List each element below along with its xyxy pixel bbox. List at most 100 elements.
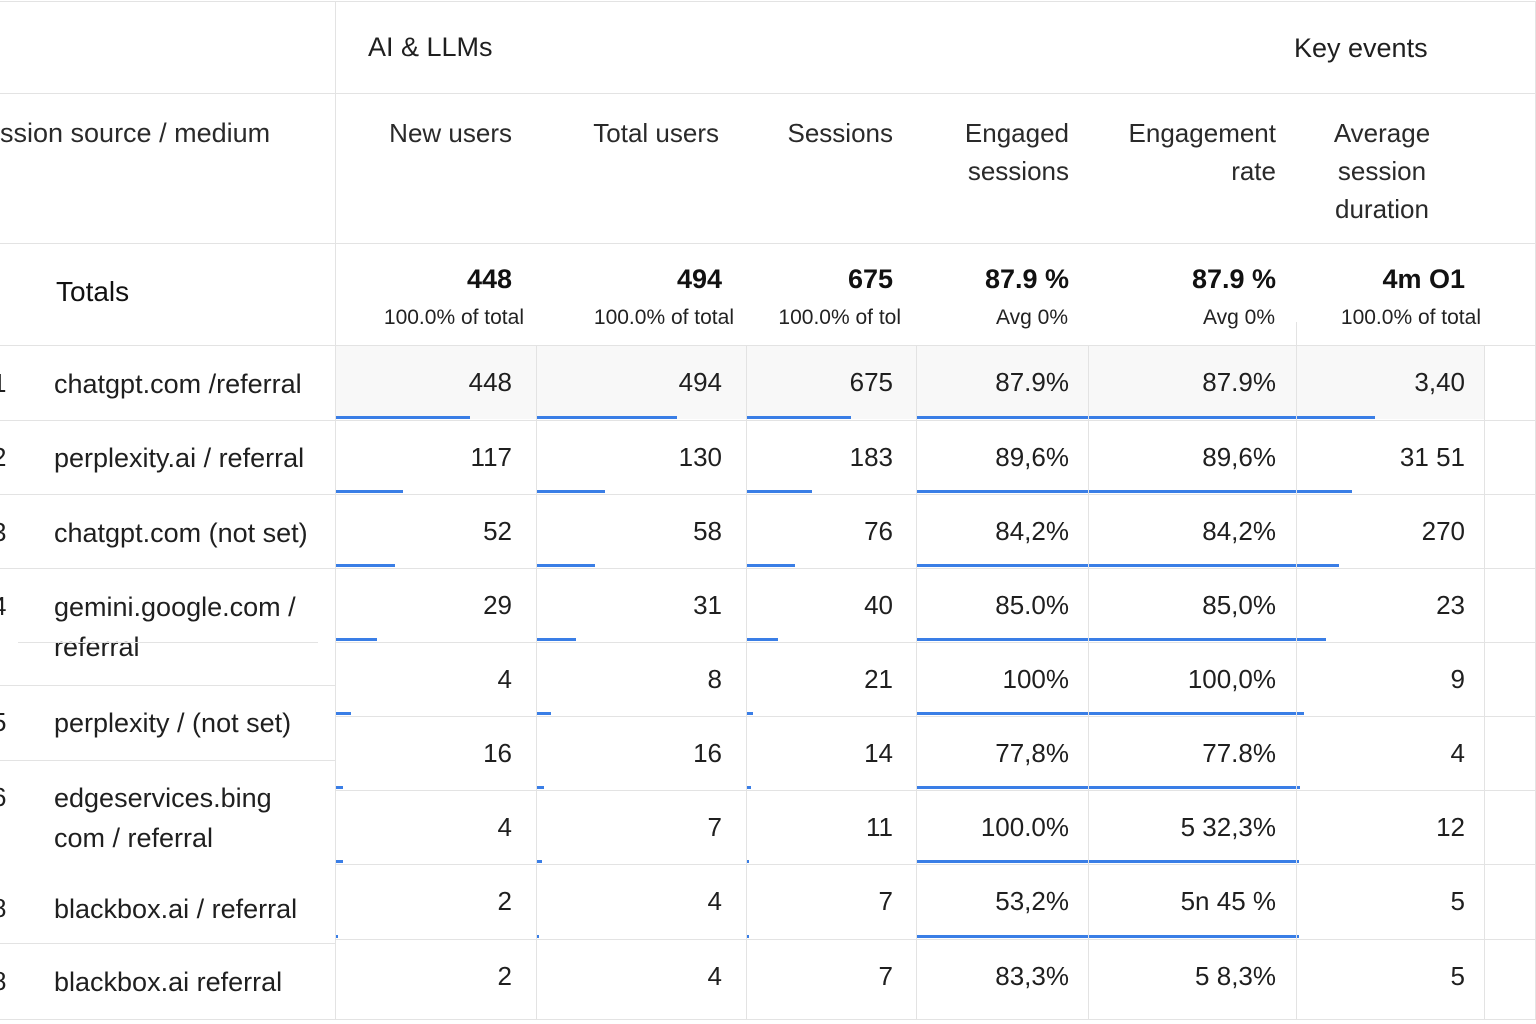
dimension-row-divider — [0, 685, 335, 686]
rank-number: 3 — [0, 517, 6, 548]
cell-total-users: 58 — [693, 516, 722, 546]
cell-total-users: 31 — [693, 590, 722, 620]
cell-total-users: 8 — [707, 664, 722, 694]
bar-engaged-sessions — [916, 490, 1088, 493]
cell-sessions: 14 — [864, 738, 893, 768]
cell-avg-session-duration: 9 — [1450, 664, 1465, 694]
row-divider — [336, 864, 1536, 865]
column-header-sessions[interactable]: Sessions — [787, 118, 894, 148]
dimension-label[interactable]: perplexity.ai / referral — [54, 443, 305, 473]
cell-sessions: 40 — [864, 590, 893, 620]
column-header-session-source-medium[interactable]: ssion source / medium — [0, 118, 271, 148]
cell-total-users: 130 — [678, 442, 722, 472]
bar-total-users — [537, 935, 539, 938]
group-header-ai-llms: AI & LLMs — [368, 32, 493, 62]
cell-avg-session-duration: 270 — [1421, 516, 1465, 546]
totals-avg-session-duration-sub: 100.0% of total — [1340, 306, 1481, 329]
rank-number: 8 — [0, 893, 6, 924]
table-top-border — [0, 1, 1536, 2]
cell-new-users: 2 — [497, 886, 512, 916]
bar-avg-session-duration — [1296, 860, 1299, 863]
cell-avg-session-duration: 4 — [1450, 738, 1465, 768]
dimension-label[interactable]: perplexity / (not set) — [54, 708, 292, 738]
cell-new-users: 2 — [497, 961, 512, 991]
bar-new-users — [335, 860, 343, 863]
bar-total-users — [536, 786, 544, 789]
cell-engaged-sessions: 100.0% — [980, 812, 1069, 842]
column-divider — [1484, 346, 1485, 1019]
dimension-label[interactable]: chatgpt.com /referral — [54, 369, 302, 399]
dimension-label[interactable]: blackbox.ai / referral — [54, 894, 298, 924]
group-header-key-events: Key events — [1294, 33, 1428, 63]
cell-sessions: 21 — [864, 664, 893, 694]
totals-new-users-sub: 100.0% of total — [383, 306, 524, 329]
totals-label: Totals — [56, 276, 130, 307]
bar-new-users — [335, 416, 470, 419]
column-divider — [1088, 346, 1089, 1019]
bar-total-users — [536, 416, 677, 419]
column-divider — [536, 346, 537, 1019]
header-bottom-border — [0, 243, 1536, 244]
dimension-label[interactable]: gemini.google.com / — [54, 592, 296, 622]
bar-avg-session-duration — [1296, 638, 1326, 641]
bar-sessions — [746, 638, 778, 641]
bar-engaged-sessions — [916, 860, 1088, 863]
rank-number: 1 — [0, 368, 6, 399]
dimension-label[interactable]: chatgpt.com (not set) — [54, 518, 308, 548]
dimension-label-continued: referral — [54, 632, 140, 662]
bar-total-users — [536, 638, 576, 641]
bar-engaged-sessions — [916, 935, 1088, 938]
cell-engaged-sessions: 83,3% — [995, 961, 1069, 991]
cell-engagement-rate: 5 8,3% — [1195, 961, 1276, 991]
totals-avg-session-duration: 4m O1 — [1382, 264, 1465, 294]
column-divider — [1296, 346, 1297, 1019]
cell-engagement-rate: 5 32,3% — [1180, 812, 1276, 842]
bar-engaged-sessions — [916, 712, 1088, 715]
cell-engaged-sessions: 89,6% — [995, 442, 1069, 472]
column-divider — [746, 346, 747, 1019]
cell-new-users: 448 — [468, 367, 512, 397]
column-header-average-session-duration[interactable]: Average session duration — [1333, 118, 1431, 224]
bar-sessions — [746, 712, 753, 715]
column-divider — [916, 346, 917, 1019]
dimension-label-continued: com / referral — [54, 823, 214, 853]
bar-total-users — [536, 712, 551, 715]
cell-avg-session-duration: 3,40 — [1414, 367, 1465, 397]
bar-engagement-rate — [1088, 638, 1296, 641]
row-divider — [336, 568, 1536, 569]
cell-engagement-rate: 89,6% — [1202, 442, 1276, 472]
dimension-label[interactable]: edgeservices.bing — [54, 783, 272, 813]
cell-engagement-rate: 87.9% — [1202, 367, 1276, 397]
bar-avg-session-duration — [1296, 786, 1300, 789]
column-header-engaged-sessions[interactable]: Engaged sessions — [964, 118, 1069, 186]
cell-new-users: 29 — [483, 590, 512, 620]
column-header-engagement-rate[interactable]: Engagement rate — [1128, 118, 1276, 186]
row-divider — [336, 420, 1536, 421]
cell-avg-session-duration: 12 — [1436, 812, 1465, 842]
table-bottom-border — [0, 1019, 1536, 1020]
bar-avg-session-duration — [1296, 490, 1352, 493]
column-header-total-users[interactable]: Total users — [593, 118, 719, 148]
bar-avg-session-duration — [1296, 564, 1339, 567]
bar-engaged-sessions — [916, 638, 1088, 641]
cell-engagement-rate: 84,2% — [1202, 516, 1276, 546]
bar-sessions — [746, 860, 749, 863]
cell-total-users: 494 — [678, 367, 722, 397]
bar-engagement-rate — [1088, 416, 1296, 419]
cell-sessions: 76 — [864, 516, 893, 546]
dimension-row-divider — [0, 568, 335, 569]
dimension-row-divider — [0, 494, 335, 495]
totals-engagement-rate-sub: Avg 0% — [1203, 306, 1275, 329]
bar-avg-session-duration — [1296, 712, 1304, 715]
dimension-row-divider — [0, 760, 335, 761]
bar-new-users — [335, 786, 343, 789]
dimension-row-divider — [0, 943, 335, 944]
dimension-label[interactable]: blackbox.ai referral — [54, 967, 283, 997]
totals-engaged-sessions: 87.9 % — [984, 264, 1069, 294]
row-divider — [336, 642, 1536, 643]
bar-engaged-sessions — [916, 416, 1088, 419]
bar-engagement-rate — [1088, 786, 1296, 789]
totals-engagement-rate: 87.9 % — [1191, 264, 1276, 294]
column-header-new-users[interactable]: New users — [389, 118, 512, 148]
totals-engaged-sessions-sub: Avg 0% — [996, 306, 1068, 329]
